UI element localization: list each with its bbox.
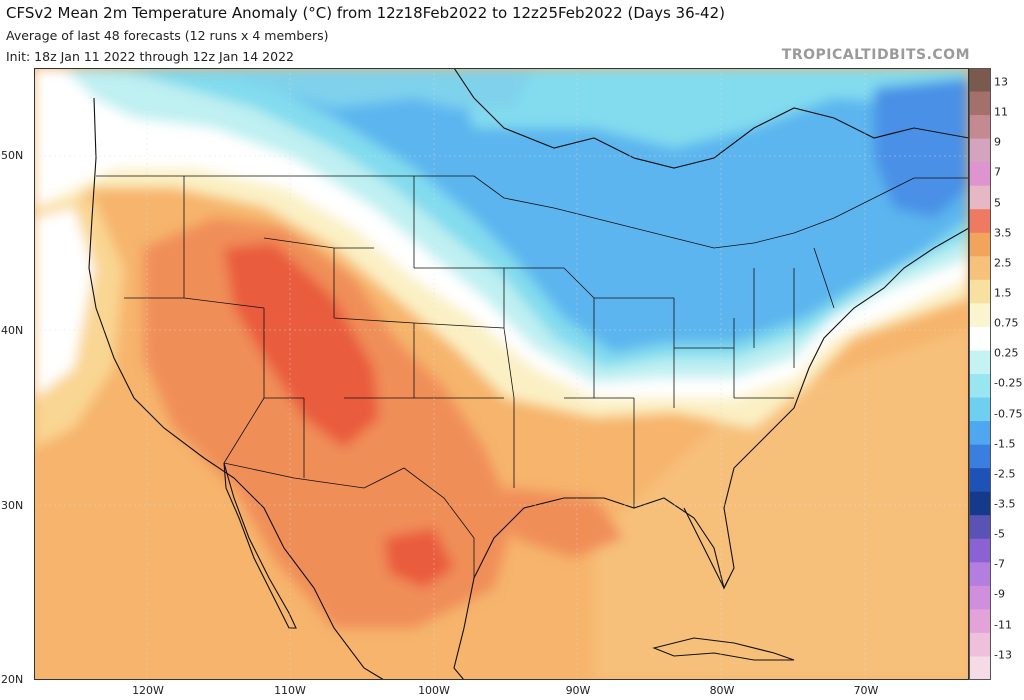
colorbar-swatch — [969, 468, 991, 493]
colorbar-label: -13 — [994, 648, 1012, 662]
mexico-border — [223, 462, 475, 578]
init-time: Init: 18z Jan 11 2022 through 12z Jan 14… — [6, 49, 294, 64]
colorbar-label: -0.75 — [994, 407, 1023, 421]
lat-label-50: 50N — [1, 149, 24, 162]
colorbar-swatch — [969, 374, 991, 399]
colorbar-swatch — [969, 162, 991, 187]
hudson-bay-shore — [453, 68, 969, 169]
borders — [96, 175, 969, 578]
colorbar-label: 5 — [994, 196, 1001, 210]
colorbar-label: -3.5 — [994, 497, 1016, 511]
colorbar-label: -2.5 — [994, 467, 1016, 481]
colorbar-label: -1.5 — [994, 437, 1016, 451]
colorbar-swatch — [969, 515, 991, 540]
colorbar-swatch — [969, 279, 991, 304]
lon-label-80w: 80W — [709, 684, 735, 697]
colorbar-swatch — [969, 491, 991, 516]
colorbar-swatch — [969, 185, 991, 210]
state-lines-central — [413, 176, 635, 508]
colorbar-label: 9 — [994, 135, 1001, 149]
colorbar-label: 0.75 — [994, 316, 1019, 330]
colorbar-swatch — [969, 138, 991, 163]
colorbar-label: 2.5 — [994, 256, 1012, 270]
colorbar-swatch — [969, 256, 991, 281]
colorbar-label: 13 — [994, 75, 1008, 89]
colorbar-swatch — [969, 656, 991, 680]
lon-label-120w: 120W — [132, 684, 164, 697]
colorbar-label: 3.5 — [994, 226, 1012, 240]
colorbar-swatch — [969, 397, 991, 422]
colorbar-label: -11 — [994, 618, 1012, 632]
colorbar-swatch — [969, 350, 991, 375]
lon-label-100w: 100W — [418, 684, 450, 697]
lat-label-40: 40N — [1, 324, 24, 337]
colorbar-swatch — [969, 609, 991, 634]
colorbar-swatch — [969, 91, 991, 116]
colorbar-swatch — [969, 68, 991, 93]
colorbar-swatch — [969, 421, 991, 446]
anomaly-map — [34, 68, 969, 680]
west-coast — [88, 97, 385, 680]
map-frame — [34, 68, 969, 680]
map-title: CFSv2 Mean 2m Temperature Anomaly (°C) f… — [6, 4, 725, 22]
colorbar-swatch — [969, 632, 991, 657]
canada-border — [96, 175, 969, 249]
field-pacific-white — [34, 208, 94, 398]
gulf-coast — [473, 227, 969, 590]
colorbar-label: -9 — [994, 587, 1005, 601]
lon-label-70w: 70W — [853, 684, 879, 697]
state-lines-west — [124, 176, 415, 478]
colorbar-swatch — [969, 538, 991, 563]
colorbar-swatch — [969, 209, 991, 234]
colorbar-label: 7 — [994, 165, 1001, 179]
florida — [683, 507, 730, 590]
cuba — [652, 637, 795, 661]
colorbar-swatch — [969, 444, 991, 469]
colorbar-label: -7 — [994, 557, 1005, 571]
field-very-cold — [874, 78, 969, 218]
colorbar — [969, 68, 991, 680]
colorbar-swatch — [969, 115, 991, 140]
colorbar-swatch — [969, 326, 991, 351]
watermark: TROPICALTIDBITS.COM — [781, 47, 970, 63]
colorbar-label: -0.25 — [994, 376, 1023, 390]
state-lines-east — [594, 247, 835, 408]
colorbar-swatch — [969, 562, 991, 587]
colorbar-label: -5 — [994, 527, 1005, 541]
graticule — [34, 68, 969, 680]
field-warm-mexico — [384, 528, 454, 588]
lat-label-30: 30N — [1, 499, 24, 512]
field-arctic — [34, 68, 534, 108]
mexico-east — [453, 577, 475, 680]
colorbar-swatch — [969, 303, 991, 328]
field-cold — [234, 68, 969, 353]
colorbar-swatch — [969, 232, 991, 257]
lat-label-20: 20N — [1, 673, 24, 686]
colorbar-label: 0.25 — [994, 346, 1019, 360]
coastlines — [88, 68, 969, 680]
map-subtitle: Average of last 48 forecasts (12 runs x … — [6, 28, 329, 43]
lon-label-90w: 90W — [565, 684, 591, 697]
baja — [223, 462, 297, 629]
field-warm-core — [224, 243, 379, 448]
field-atlantic-mild — [594, 328, 969, 680]
lon-label-110w: 110W — [274, 684, 306, 697]
colorbar-label: 11 — [994, 105, 1008, 119]
colorbar-swatch — [969, 585, 991, 610]
colorbar-label: 1.5 — [994, 286, 1012, 300]
